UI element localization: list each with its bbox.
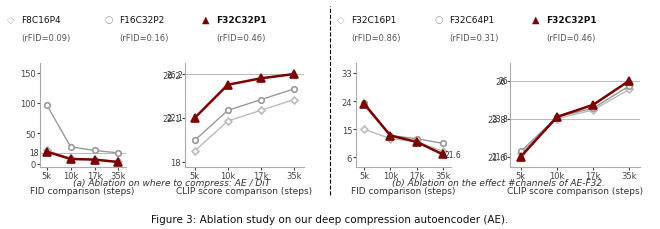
Text: (a) Ablation on where to compress: AE / DiT: (a) Ablation on where to compress: AE / … <box>73 179 270 188</box>
Text: ◇: ◇ <box>337 15 344 25</box>
Text: 21.6: 21.6 <box>492 152 508 161</box>
Text: F32C64P1: F32C64P1 <box>449 16 494 25</box>
Text: F32C16P1: F32C16P1 <box>351 16 397 25</box>
Text: ○: ○ <box>434 15 443 25</box>
X-axis label: FID comparison (steps): FID comparison (steps) <box>30 186 135 195</box>
Text: (rFID=0.31): (rFID=0.31) <box>449 34 498 43</box>
Text: ○: ○ <box>104 15 113 25</box>
Text: 26.2: 26.2 <box>166 70 183 79</box>
Text: (rFID=0.46): (rFID=0.46) <box>216 34 266 43</box>
X-axis label: CLIP score comparison (steps): CLIP score comparison (steps) <box>176 186 312 195</box>
Text: 21.6: 21.6 <box>444 150 461 159</box>
Text: (rFID=0.46): (rFID=0.46) <box>546 34 596 43</box>
Text: (b) Ablation on the effect #channels of AE-F32.: (b) Ablation on the effect #channels of … <box>392 179 605 188</box>
Text: 22.1: 22.1 <box>167 114 183 123</box>
Text: F8C16P4: F8C16P4 <box>21 16 61 25</box>
Text: (rFID=0.86): (rFID=0.86) <box>351 34 401 43</box>
Text: ◇: ◇ <box>7 15 14 25</box>
Text: F32C32P1: F32C32P1 <box>546 16 597 25</box>
Text: 23.8: 23.8 <box>492 114 508 124</box>
Text: F32C32P1: F32C32P1 <box>216 16 267 25</box>
Text: 26: 26 <box>498 77 508 86</box>
X-axis label: FID comparison (steps): FID comparison (steps) <box>351 186 455 195</box>
X-axis label: CLIP score comparison (steps): CLIP score comparison (steps) <box>507 186 644 195</box>
Text: ▲: ▲ <box>532 15 539 25</box>
Text: (rFID=0.16): (rFID=0.16) <box>119 34 168 43</box>
Text: Figure 3: Ablation study on our deep compression autoencoder (AE).: Figure 3: Ablation study on our deep com… <box>151 214 509 224</box>
Text: ▲: ▲ <box>202 15 209 25</box>
Text: F16C32P2: F16C32P2 <box>119 16 164 25</box>
Text: 18: 18 <box>30 149 39 158</box>
Text: (rFID=0.09): (rFID=0.09) <box>21 34 71 43</box>
